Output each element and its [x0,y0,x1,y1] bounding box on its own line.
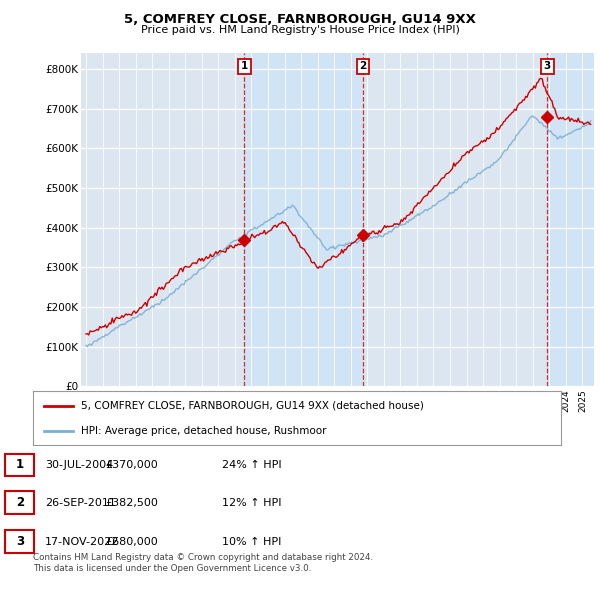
Text: 12% ↑ HPI: 12% ↑ HPI [222,498,281,507]
Bar [244,53,363,386]
Text: 5, COMFREY CLOSE, FARNBOROUGH, GU14 9XX: 5, COMFREY CLOSE, FARNBOROUGH, GU14 9XX [124,13,476,26]
Text: 26-SEP-2011: 26-SEP-2011 [45,498,116,507]
Text: 2: 2 [16,496,24,509]
Bar [547,53,594,386]
Text: 2: 2 [359,61,367,71]
Text: 3: 3 [16,535,24,548]
Text: £370,000: £370,000 [105,460,158,470]
Text: £382,500: £382,500 [105,498,158,507]
Text: Contains HM Land Registry data © Crown copyright and database right 2024.
This d: Contains HM Land Registry data © Crown c… [33,553,373,573]
Text: Price paid vs. HM Land Registry's House Price Index (HPI): Price paid vs. HM Land Registry's House … [140,25,460,35]
Text: 1: 1 [241,61,248,71]
Text: 24% ↑ HPI: 24% ↑ HPI [222,460,281,470]
Text: 3: 3 [544,61,551,71]
Text: 5, COMFREY CLOSE, FARNBOROUGH, GU14 9XX (detached house): 5, COMFREY CLOSE, FARNBOROUGH, GU14 9XX … [80,401,424,411]
Text: £680,000: £680,000 [105,537,158,546]
Text: HPI: Average price, detached house, Rushmoor: HPI: Average price, detached house, Rush… [80,426,326,436]
Text: 1: 1 [16,458,24,471]
Text: 30-JUL-2004: 30-JUL-2004 [45,460,113,470]
Text: 17-NOV-2022: 17-NOV-2022 [45,537,119,546]
Text: 10% ↑ HPI: 10% ↑ HPI [222,537,281,546]
